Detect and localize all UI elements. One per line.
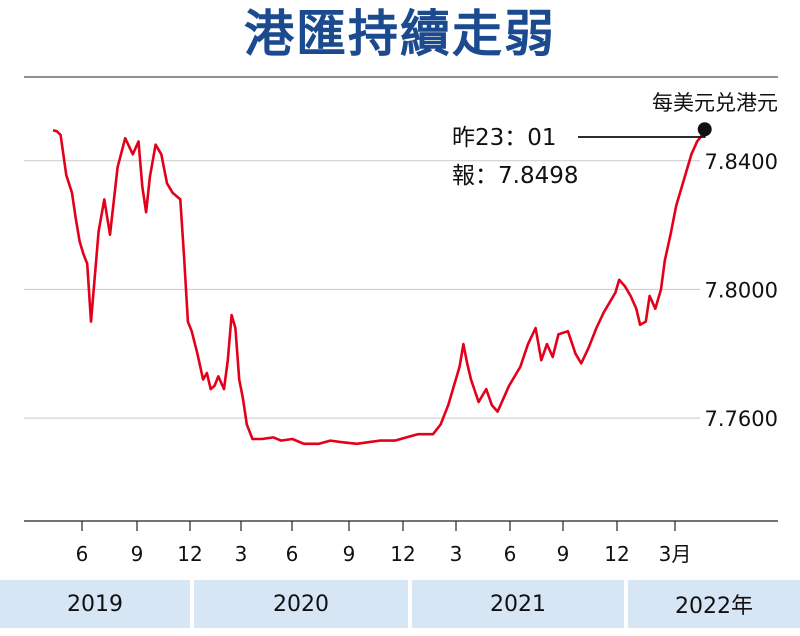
y-tick-label: 7.7600	[705, 407, 778, 431]
x-tick-label: 6	[504, 542, 517, 566]
grid-lines	[24, 160, 700, 419]
end-point-marker	[697, 122, 712, 137]
x-tick-label: 9	[557, 542, 570, 566]
year-2022: 2022年	[628, 580, 800, 628]
annotation-leader	[578, 129, 706, 138]
year-2021: 2021	[412, 580, 624, 628]
x-tick-label: 6	[76, 542, 89, 566]
unit-label: 每美元兑港元	[652, 91, 778, 115]
x-tick-label: 9	[343, 542, 356, 566]
y-tick-label: 7.8000	[705, 278, 778, 302]
x-tick-label: 12	[177, 542, 202, 566]
annotation-time: 昨23：01	[452, 125, 557, 151]
x-tick-label: 6	[286, 542, 299, 566]
y-tick-label: 7.8400	[705, 150, 778, 174]
x-tick-label: 3月	[659, 542, 692, 566]
annotation-value: 報：7.8498	[452, 163, 578, 189]
year-2019: 2019	[0, 580, 190, 628]
x-tick-label: 3	[235, 542, 248, 566]
chart-title: 港匯持續走弱	[244, 5, 556, 63]
y-axis-labels: 7.8400 7.8000 7.7600	[705, 150, 778, 431]
x-tick-label: 12	[604, 542, 629, 566]
x-axis-ticks: 6 9 12 3 6 9 12 3 6 9 12 3月	[76, 521, 692, 566]
series-line	[52, 128, 706, 446]
x-tick-label: 12	[390, 542, 415, 566]
x-tick-label: 3	[450, 542, 463, 566]
x-tick-label: 9	[131, 542, 144, 566]
year-2020: 2020	[194, 580, 408, 628]
